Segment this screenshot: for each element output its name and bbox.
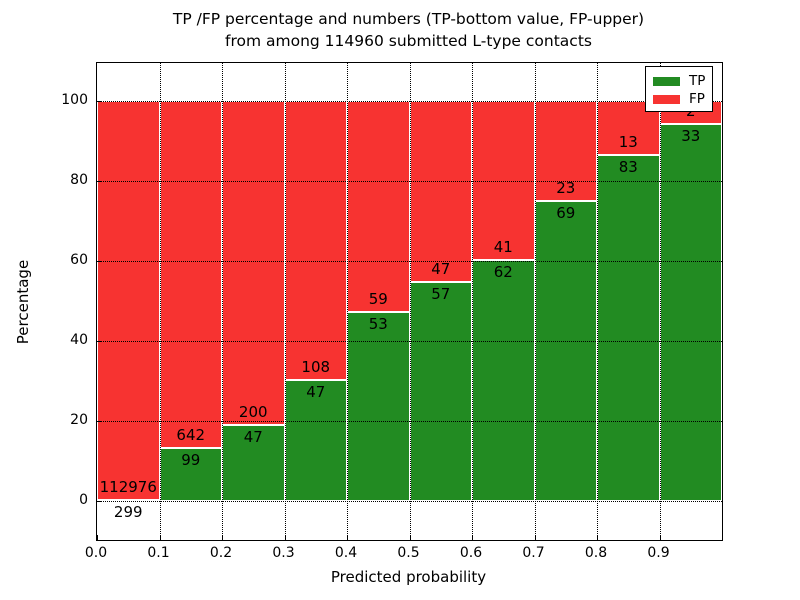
- bar-label-fp-6: 41: [493, 238, 513, 257]
- gridline-v-8: [597, 63, 598, 540]
- y-tick-80: [97, 181, 102, 182]
- x-tick-label-7: 0.7: [522, 545, 545, 561]
- x-tick-3: [284, 535, 286, 540]
- y-tick-40: [97, 341, 102, 342]
- bar-label-tp-2: 47: [243, 427, 263, 446]
- bar-fp-4: [347, 101, 410, 312]
- gridline-v-7: [534, 63, 536, 540]
- x-tick-label-4: 0.4: [334, 545, 358, 561]
- bar-label-fp-8: 13: [618, 133, 638, 152]
- bar-tp-4: [347, 311, 410, 501]
- legend-item-tp: TP: [653, 72, 705, 90]
- bar-label-tp-6: 62: [493, 263, 513, 282]
- bar-label-tp-7: 69: [556, 204, 576, 222]
- gridline-v-4: [347, 63, 348, 540]
- x-tick-label-8: 0.8: [584, 545, 608, 561]
- bar-label-tp-1: 99: [181, 450, 201, 469]
- bar-fp-3: [284, 101, 347, 380]
- legend-swatch-fp: [653, 94, 680, 104]
- bar-label-fp-5: 47: [431, 259, 451, 278]
- legend-label-fp: FP: [689, 91, 705, 107]
- bar-label-fp-1: 642: [176, 425, 206, 444]
- y-tick-label-80: 80: [70, 172, 88, 188]
- bar-tp-7: [534, 201, 597, 501]
- bar-fp-5: [409, 101, 472, 282]
- bar-fp-2: [222, 101, 285, 425]
- x-tick-label-0: 0.0: [84, 545, 108, 561]
- x-tick-label-5: 0.5: [397, 545, 420, 561]
- x-tick-1: [159, 535, 161, 540]
- legend-swatch-tp: [653, 76, 680, 86]
- x-tick-label-9: 0.9: [647, 545, 670, 561]
- chart-title: TP /FP percentage and numbers (TP-bottom…: [96, 8, 721, 52]
- y-tick-label-0: 0: [79, 492, 88, 508]
- bar-label-fp-3: 108: [301, 357, 331, 376]
- bar-label-fp-4: 59: [368, 289, 388, 308]
- x-tick-label-2: 0.2: [209, 545, 233, 561]
- bar-label-fp-2: 200: [238, 402, 268, 421]
- plot-area: 112976 299 642 99 200 47 108 47 59 53 47 57 41 62 23 69…: [96, 62, 723, 541]
- x-axis-label: Predicted probability: [330, 568, 487, 586]
- x-tick-5: [409, 535, 411, 540]
- gridline-v-9: [659, 63, 661, 540]
- bar-tp-5: [409, 281, 472, 501]
- x-tick-label-3: 0.3: [272, 545, 295, 561]
- y-tick-0: [97, 501, 102, 502]
- x-tick-4: [347, 535, 348, 540]
- y-tick-label-60: 60: [70, 252, 88, 268]
- legend-item-fp: FP: [653, 90, 705, 108]
- bar-label-tp-9: 33: [681, 126, 701, 145]
- x-tick-6: [472, 535, 473, 540]
- x-tick-7: [534, 535, 536, 540]
- bar-label-fp-0: 112976: [99, 477, 157, 496]
- y-tick-100: [97, 101, 102, 102]
- y-axis-label: Percentage: [14, 259, 32, 345]
- bar-fp-1: [159, 101, 222, 448]
- gridline-v-1: [159, 63, 161, 540]
- y-tick-20: [97, 421, 102, 422]
- gridline-v-2: [222, 63, 223, 540]
- bar-fp-7: [534, 101, 597, 201]
- y-tick-60: [97, 261, 102, 262]
- bar-label-tp-3: 47: [306, 382, 326, 401]
- bar-label-tp-0: 299: [113, 502, 143, 521]
- bar-label-fp-7: 23: [556, 179, 576, 197]
- x-tick-8: [597, 535, 598, 540]
- x-tick-2: [222, 535, 223, 540]
- chart-title-line2: from among 114960 submitted L-type conta…: [225, 32, 592, 50]
- legend-label-tp: TP: [689, 73, 706, 89]
- legend: TP FP: [645, 66, 713, 112]
- gridline-v-5: [409, 63, 411, 540]
- y-tick-label-20: 20: [70, 412, 88, 428]
- y-tick-label-40: 40: [70, 332, 88, 348]
- bar-tp-3: [284, 379, 347, 501]
- bar-fp-0: [97, 101, 160, 500]
- x-tick-label-6: 0.6: [459, 545, 483, 561]
- x-tick-10: [722, 535, 723, 540]
- bar-label-tp-4: 53: [368, 314, 388, 333]
- y-tick-label-100: 100: [61, 92, 88, 108]
- chart-title-line1: TP /FP percentage and numbers (TP-bottom…: [172, 10, 645, 28]
- gridline-v-6: [472, 63, 473, 540]
- bar-tp-9: [659, 123, 722, 501]
- gridline-v-3: [284, 63, 286, 540]
- bar-label-tp-5: 57: [431, 284, 451, 303]
- bar-tp-1: [159, 447, 222, 501]
- x-tick-0: [97, 535, 98, 540]
- bar-tp-8: [597, 155, 660, 501]
- bar-tp-6: [472, 260, 535, 501]
- bar-label-tp-8: 83: [618, 158, 638, 177]
- x-tick-9: [659, 535, 661, 540]
- x-tick-label-1: 0.1: [147, 545, 170, 561]
